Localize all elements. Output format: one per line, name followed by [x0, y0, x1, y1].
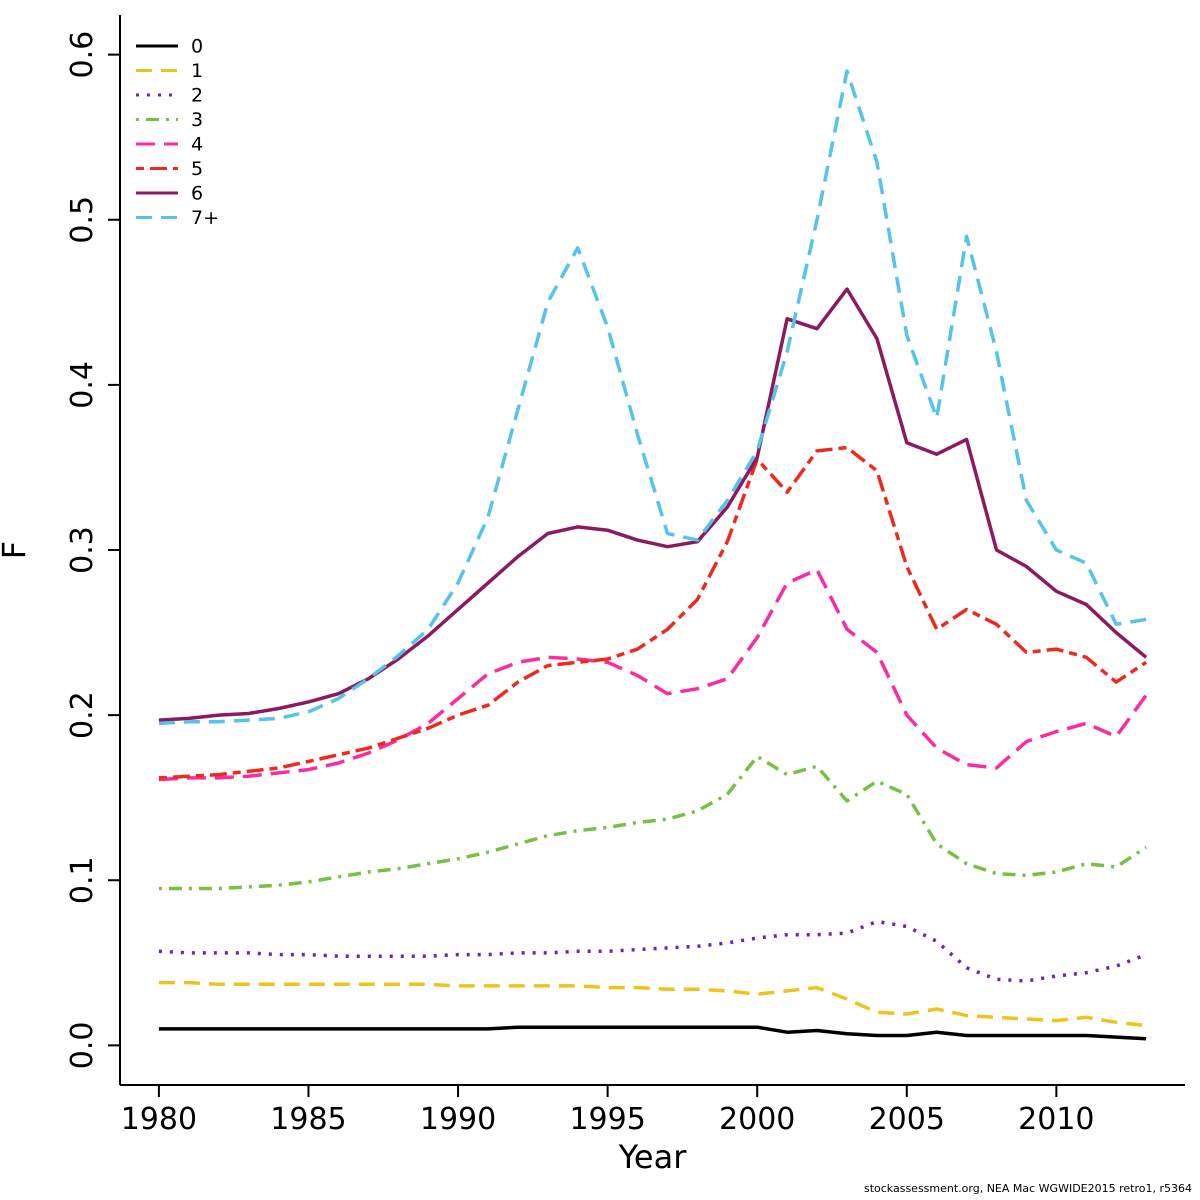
y-tick-label: 0.2 — [65, 691, 100, 739]
legend-label: 4 — [191, 134, 203, 156]
series-line-5 — [158, 445, 1148, 780]
x-tick-label: 1995 — [569, 1102, 645, 1137]
legend-label: 0 — [191, 36, 203, 58]
legend-label: 2 — [191, 85, 203, 107]
x-tick-label: 1990 — [420, 1102, 496, 1137]
y-axis-title: F — [0, 541, 33, 559]
y-tick-label: 0.1 — [65, 856, 100, 904]
legend: 01 23 45 67+ — [136, 36, 219, 229]
series-line-3 — [158, 754, 1148, 891]
y-tick-label: 0.5 — [65, 196, 100, 244]
legend-label: 3 — [191, 109, 203, 131]
series-line-0 — [158, 1025, 1147, 1041]
y-tick-label: 0.4 — [65, 361, 100, 409]
x-tick-label: 1980 — [121, 1102, 197, 1137]
x-tick-label: 2005 — [869, 1102, 945, 1137]
legend-label: 1 — [191, 60, 203, 82]
y-tick-label: 0.0 — [65, 1022, 100, 1070]
x-tick-label: 1985 — [270, 1102, 346, 1137]
x-tick-label: 2000 — [719, 1102, 795, 1137]
footer-caption: stockassessment.org, NEA Mac WGWIDE2015 … — [863, 1182, 1192, 1195]
series-line-2 — [158, 919, 1147, 983]
y-tick-label: 0.3 — [65, 526, 100, 574]
x-axis-title: Year — [618, 1138, 687, 1176]
legend-label: 6 — [191, 183, 203, 205]
legend-label: 7+ — [191, 207, 219, 229]
legend-label: 5 — [191, 158, 203, 180]
series-line-4 — [158, 568, 1148, 782]
y-tick-label: 0.6 — [65, 31, 100, 79]
x-tick-label: 2010 — [1018, 1102, 1094, 1137]
series-line-7+ — [158, 69, 1147, 726]
series-line-6 — [158, 287, 1148, 722]
series-line-1 — [158, 980, 1147, 1028]
